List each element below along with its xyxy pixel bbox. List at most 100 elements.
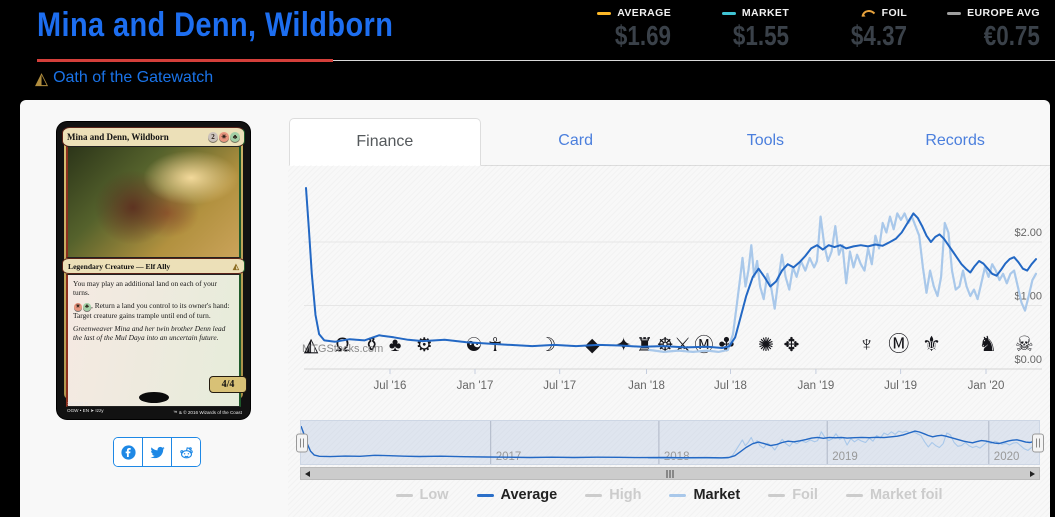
set-symbol-aer-icon: ☯ <box>465 335 482 356</box>
set-symbol-eld-icon: ⚜ <box>922 333 941 356</box>
set-symbol-thb-icon: ♞ <box>978 333 997 356</box>
legend-item-market-foil[interactable]: Market foil <box>845 487 942 503</box>
y-axis-label: $2.00 <box>1014 227 1042 239</box>
card-rules-1: You may play an additional land on each … <box>73 279 217 298</box>
card-art <box>66 146 241 258</box>
set-symbol-akh-icon: ☥ <box>488 335 502 356</box>
set-symbol-bbd-icon: ⚔ <box>674 335 691 356</box>
share-button-group <box>113 437 201 467</box>
scrollbar-right-arrow[interactable] <box>1026 468 1039 479</box>
low-dash-icon <box>395 493 413 497</box>
chart-scrollbar[interactable] <box>300 467 1040 480</box>
average-dash-icon <box>597 11 612 15</box>
twitter-share-button[interactable] <box>143 438 172 466</box>
chart-range-navigator[interactable]: 2017 2018 2019 2020 <box>296 420 1044 465</box>
set-symbol-m20-icon: Ⓜ <box>888 333 909 356</box>
stat-market-label: MARKET <box>741 7 790 19</box>
navigator-year-label: 2020 <box>994 451 1020 463</box>
card-set-line: OGW • EN ➤ Izzy <box>67 408 104 414</box>
set-symbol-rna-icon: ✥ <box>784 335 800 356</box>
stat-market-value: $1.55 <box>733 20 790 51</box>
legend-item-average[interactable]: Average <box>476 487 557 503</box>
stat-market: MARKET $1.55 <box>711 7 789 52</box>
set-symbol-m19-icon: Ⓜ <box>694 334 713 356</box>
card-power-toughness: 4/4 <box>209 376 247 393</box>
navigator-series-average <box>300 425 1040 459</box>
holofoil-stamp <box>138 392 169 403</box>
reddit-icon <box>179 446 193 458</box>
twitter-icon <box>149 446 165 458</box>
card-name-bar: Mina and Denn, Wildborn 2 ✴ ♣ <box>62 127 245 147</box>
europe-dash-icon <box>947 11 962 15</box>
navigator-svg[interactable]: 2017 2018 2019 2020 <box>300 421 1040 464</box>
navigator-series-market <box>647 430 1040 460</box>
page-header: Mina and Denn, Wildborn ◭ Oath of the Ga… <box>0 0 1055 100</box>
legend-item-market[interactable]: Market <box>669 487 740 503</box>
stat-foil-value: $4.37 <box>851 20 908 51</box>
x-axis-label: Jan '17 <box>457 380 494 392</box>
set-symbol-ust-icon: ♜ <box>636 335 653 356</box>
navigator-right-handle[interactable] <box>1032 433 1044 452</box>
x-axis-label: Jan '18 <box>628 380 665 392</box>
stat-foil-label: FOIL <box>881 7 908 19</box>
tab-bar: Finance Card Tools Records <box>289 118 1050 166</box>
market-dash-icon <box>721 11 736 15</box>
title-underline-accent <box>37 59 333 62</box>
stat-europe-value: €0.75 <box>983 20 1040 51</box>
chart-legend: Low Average High Market Foil Market foil <box>288 487 1050 503</box>
title-underline <box>37 59 1055 62</box>
set-symbol-iko-icon: ☠ <box>1015 333 1034 356</box>
market-foil-dash-icon <box>845 493 863 497</box>
tab-tools[interactable]: Tools <box>746 132 785 149</box>
price-stats: AVERAGE $1.69 MARKET $1.55 FOIL $4.37 EU… <box>593 7 1040 52</box>
stat-average: AVERAGE $1.69 <box>593 7 671 52</box>
tab-card[interactable]: Card <box>558 132 593 149</box>
legend-item-high[interactable]: High <box>585 487 641 503</box>
stat-europe-label: EUROPE AVG <box>967 7 1040 19</box>
market-dash-icon <box>669 493 687 497</box>
facebook-share-button[interactable] <box>114 438 143 466</box>
legend-item-low[interactable]: Low <box>395 487 449 503</box>
price-chart[interactable]: $0.00 $1.00 $2.00 Jul '16 Jan '17 Jul '17 Jan … <box>298 173 1046 405</box>
scrollbar-left-arrow[interactable] <box>301 468 314 479</box>
tab-records[interactable]: Records <box>925 132 985 149</box>
card-flavor-text: Greenweaver Mina and her twin brother De… <box>73 323 226 342</box>
set-symbol-war-icon: ♆ <box>859 333 875 356</box>
set-symbol-grn-icon: ✺ <box>758 335 774 356</box>
card-collector-number: 156/184 R <box>67 401 89 407</box>
scrollbar-grip[interactable] <box>666 469 674 478</box>
card-type-line: Legendary Creature — Elf Ally ◭ <box>62 258 245 274</box>
mana-green-icon: ♣ <box>230 132 240 142</box>
foil-dash-icon <box>768 493 786 497</box>
set-symbol-kld-icon: ⚙ <box>416 335 433 356</box>
stat-foil: FOIL $4.37 <box>829 7 907 52</box>
legend-item-foil[interactable]: Foil <box>768 487 818 503</box>
card-text-box: You may play an additional land on each … <box>66 274 241 407</box>
stat-average-value: $1.69 <box>615 20 672 51</box>
average-dash-icon <box>476 493 494 497</box>
reddit-share-button[interactable] <box>172 438 200 466</box>
breadcrumb-set-link[interactable]: ◭ Oath of the Gatewatch <box>35 69 213 87</box>
finance-chart-zone: $0.00 $1.00 $2.00 Jul '16 Jan '17 Jul '17 Jan … <box>288 165 1050 517</box>
x-axis-label: Jul '19 <box>884 380 917 392</box>
tab-finance[interactable]: Finance <box>289 118 481 166</box>
breadcrumb-label: Oath of the Gatewatch <box>53 69 214 86</box>
card-rules-2: ✴ ♣, Return a land you control to its own… <box>73 300 230 320</box>
series-market <box>648 212 1038 353</box>
page-title: Mina and Denn, Wildborn <box>37 6 394 44</box>
x-axis-label: Jul '17 <box>543 380 576 392</box>
chart-watermark: MTGStocks.com <box>302 343 384 355</box>
card-set-symbol-icon: ◭ <box>232 261 239 271</box>
foil-curved-arrow-icon <box>861 10 875 17</box>
stat-europe: EUROPE AVG €0.75 <box>947 7 1040 52</box>
ogw-set-icon: ◭ <box>35 68 49 88</box>
card-copyright: ™ & © 2016 Wizards of the Coast <box>172 410 242 415</box>
mana-green-icon: ♣ <box>83 302 91 311</box>
set-symbol-ogw-icon: ◭ <box>304 335 319 356</box>
navigator-year-label: 2019 <box>832 451 858 463</box>
mana-generic-icon: 2 <box>208 132 218 142</box>
navigator-left-handle[interactable] <box>296 433 308 452</box>
x-axis-label: Jul '18 <box>714 380 747 392</box>
set-symbol-cn2-icon: ♣ <box>389 335 401 356</box>
